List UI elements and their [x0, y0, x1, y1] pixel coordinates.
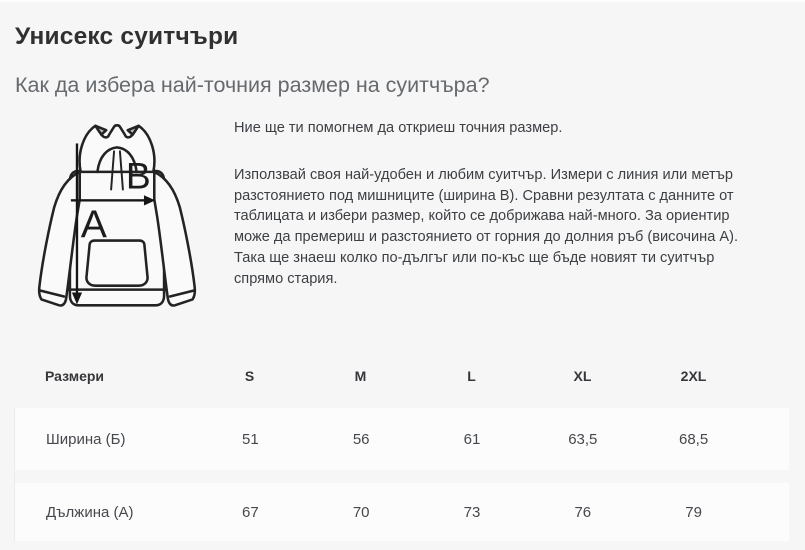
- hoodie-right-sleeve: [153, 170, 197, 307]
- column-header-s: S: [244, 368, 255, 384]
- measure-a-arrow: [75, 143, 79, 294]
- guide-content: A B Ние ще ти помогнем да откриеш точния…: [14, 112, 789, 330]
- length-l: 73: [463, 503, 481, 521]
- length-m: 70: [352, 503, 370, 521]
- column-header-sizes: Размери: [45, 368, 105, 384]
- width-m: 56: [352, 430, 370, 448]
- intro-text: Ние ще ти помогнем да откриеш точния раз…: [222, 112, 789, 330]
- table-row-length: Дължина (А) 67 70 73 76 79: [15, 483, 789, 541]
- hoodie-left-sleeve: [37, 170, 81, 307]
- hoodie-line-art: A B: [37, 124, 197, 307]
- size-table: Размери S M L XL 2XL Ширина (Б) 51 56 61…: [14, 344, 789, 541]
- width-l: 61: [463, 430, 481, 448]
- column-header-l: L: [467, 368, 476, 384]
- size-table-header: Размери S M L XL 2XL: [14, 344, 789, 408]
- size-guide-question: Как да избера най-точния размер на суитч…: [15, 73, 490, 97]
- length-s: 67: [242, 503, 259, 521]
- hoodie-pocket: [85, 239, 149, 287]
- measure-b-label: B: [126, 155, 151, 197]
- measure-a-label: A: [81, 203, 108, 247]
- table-row-width: Ширина (Б) 51 56 61 63,5 68,5: [15, 408, 789, 470]
- width-xl: 63,5: [568, 430, 598, 448]
- intro-body: Използвай своя най-удобен и любим суитчъ…: [234, 166, 739, 287]
- page-title: Унисекс суитчъри: [15, 23, 239, 50]
- intro-lead: Ние ще ти помогнем да откриеш точния раз…: [234, 120, 563, 136]
- column-header-m: M: [354, 368, 367, 384]
- length-xl: 76: [574, 503, 592, 521]
- width-s: 51: [242, 430, 259, 448]
- width-2xl: 68,5: [678, 430, 709, 448]
- column-header-xl: XL: [573, 368, 592, 384]
- row-label: Дължина (А): [46, 503, 134, 521]
- measure-b-arrow: [70, 199, 145, 202]
- column-header-2xl: 2XL: [680, 368, 707, 384]
- size-table-body: Ширина (Б) 51 56 61 63,5 68,5 Дължина (А…: [14, 408, 789, 541]
- length-2xl: 79: [685, 503, 702, 521]
- hoodie-measurement-diagram: A B: [14, 112, 222, 330]
- row-label: Ширина (Б): [46, 430, 126, 448]
